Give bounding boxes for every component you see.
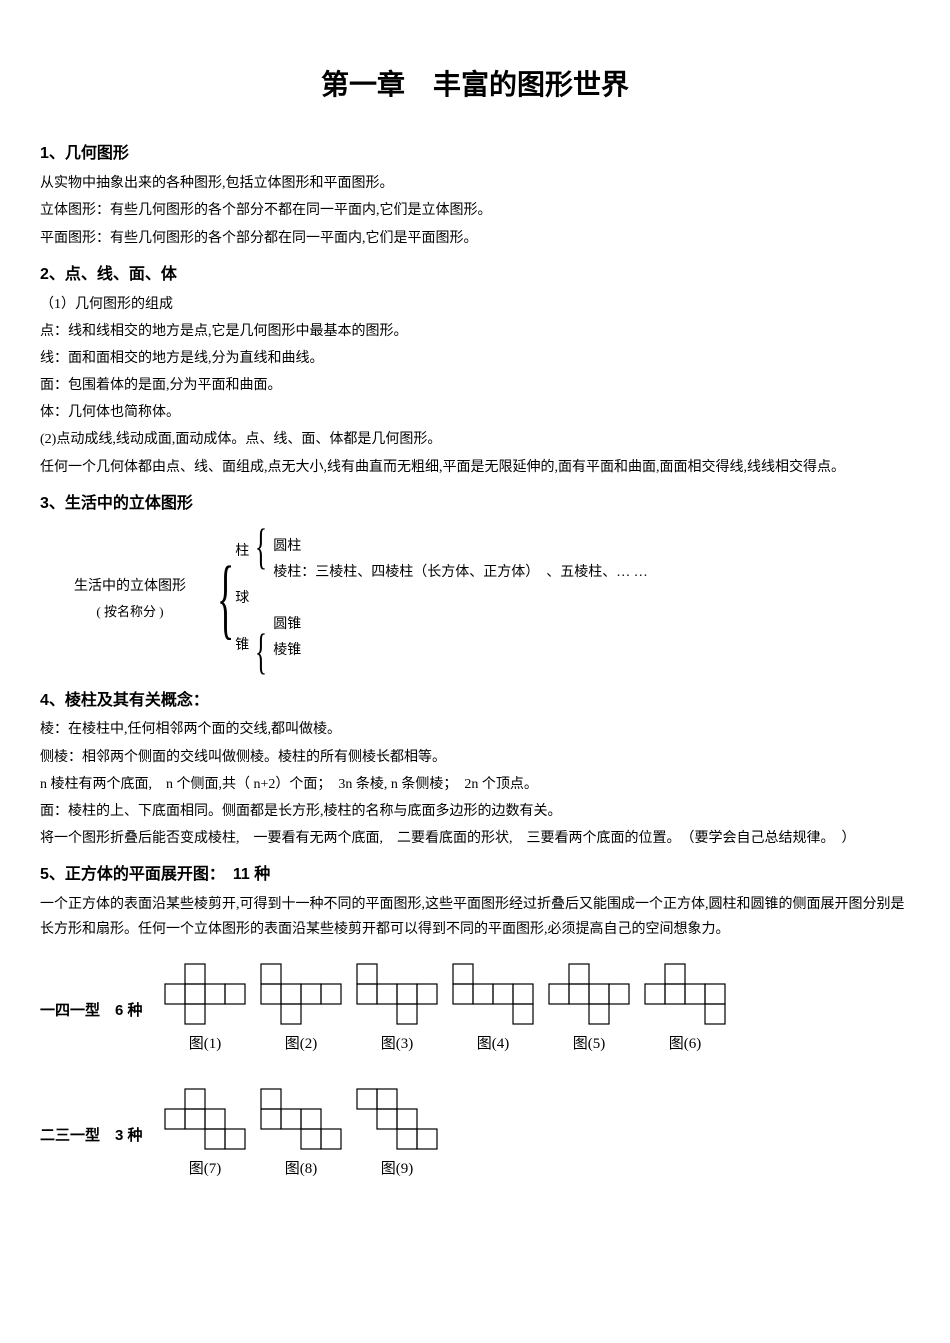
row2-label: 二三一型 3 种 [40,1122,150,1149]
nets-row-2: 二三一型 3 种 图(7) 图(8) 图(9) [40,1088,910,1183]
caption-7: 图(7) [189,1156,222,1183]
caption-8: 图(8) [285,1156,318,1183]
caption-1: 图(1) [189,1031,222,1058]
cube-net-2 [260,963,342,1025]
tree-root-sub: ( 按名称分 ) [96,600,163,623]
cube-net-1 [164,963,246,1025]
tree-prism: 棱柱：三棱柱、四棱柱（长方体、正方体） 、五棱柱、… … [273,560,648,585]
tree-cyl: 圆柱 [273,534,648,559]
cube-net-8 [260,1088,342,1150]
s1-p2: 立体图形：有些几何图形的各个部分不都在同一平面内,它们是立体图形。 [40,198,910,223]
caption-5: 图(5) [573,1031,606,1058]
cube-net-4 [452,963,534,1025]
s2-p3: 线：面和面相交的地方是线,分为直线和曲线。 [40,346,910,371]
s2-p1: （1）几何图形的组成 [40,292,910,317]
s1-p3: 平面图形：有些几何图形的各个部分都在同一平面内,它们是平面图形。 [40,226,910,251]
s4-p1: 棱：在棱柱中,任何相邻两个面的交线,都叫做棱。 [40,717,910,742]
s4-p2: 侧棱：相邻两个侧面的交线叫做侧棱。棱柱的所有侧棱长都相等。 [40,745,910,770]
s2-p7: 任何一个几何体都由点、线、面组成,点无大小,线有曲直而无粗细,平面是无限延伸的,… [40,455,910,480]
tree-root: 生活中的立体图形 [74,574,186,599]
row1-label: 一四一型 6 种 [40,997,150,1024]
s4-head: 4、棱柱及其有关概念： [40,687,910,716]
s2-p6: (2)点动成线,线动成面,面动成体。点、线、面、体都是几何图形。 [40,427,910,452]
s1-head: 1、几何图形 [40,140,910,169]
s4-p5: 将一个图形折叠后能否变成棱柱, 一要看有无两个底面, 二要看底面的形状, 三要看… [40,826,910,851]
tree-l1-0: 柱 [235,539,249,564]
cube-net-9 [356,1088,438,1150]
s2-p2: 点：线和线相交的地方是点,它是几何图形中最基本的图形。 [40,319,910,344]
cube-net-6 [644,963,726,1025]
caption-2: 图(2) [285,1031,318,1058]
tree-l1-2: 锥 [235,633,249,658]
s1-p1: 从实物中抽象出来的各种图形,包括立体图形和平面图形。 [40,171,910,196]
tree-cone1: 圆锥 [273,612,648,637]
s4-p3: n 棱柱有两个底面, n 个侧面,共（ n+2）个面； 3n 条棱, n 条侧棱… [40,772,910,797]
s2-p4: 面：包围着体的是面,分为平面和曲面。 [40,373,910,398]
s3-head: 3、生活中的立体图形 [40,490,910,519]
chapter-title: 第一章 丰富的图形世界 [40,60,910,110]
cube-net-3 [356,963,438,1025]
caption-6: 图(6) [669,1031,702,1058]
caption-4: 图(4) [477,1031,510,1058]
s5-head: 5、正方体的平面展开图： 11 种 [40,861,910,890]
cube-net-7 [164,1088,246,1150]
caption-3: 图(3) [381,1031,414,1058]
s4-p4: 面：棱柱的上、下底面相同。侧面都是长方形,棱柱的名称与底面多边形的边数有关。 [40,799,910,824]
s2-head: 2、点、线、面、体 [40,261,910,290]
caption-9: 图(9) [381,1156,414,1183]
s5-p1: 一个正方体的表面沿某些棱剪开,可得到十一种不同的平面图形,这些平面图形经过折叠后… [40,892,910,942]
tree-cone2: 棱锥 [273,638,648,663]
s2-p5: 体：几何体也简称体。 [40,400,910,425]
brace-icon: { [255,634,267,669]
cube-net-5 [548,963,630,1025]
tree-l1-1: 球 [235,586,249,611]
nets-row-1: 一四一型 6 种 图(1) 图(2) 图(3) 图(4) 图(5) 图(6) [40,963,910,1058]
classification-tree: 生活中的立体图形 ( 按名称分 ) { 柱 球 锥 { { { 圆柱 棱柱：三棱… [40,529,910,669]
brace-icon: { [217,567,234,630]
brace-icon: { [255,529,267,564]
